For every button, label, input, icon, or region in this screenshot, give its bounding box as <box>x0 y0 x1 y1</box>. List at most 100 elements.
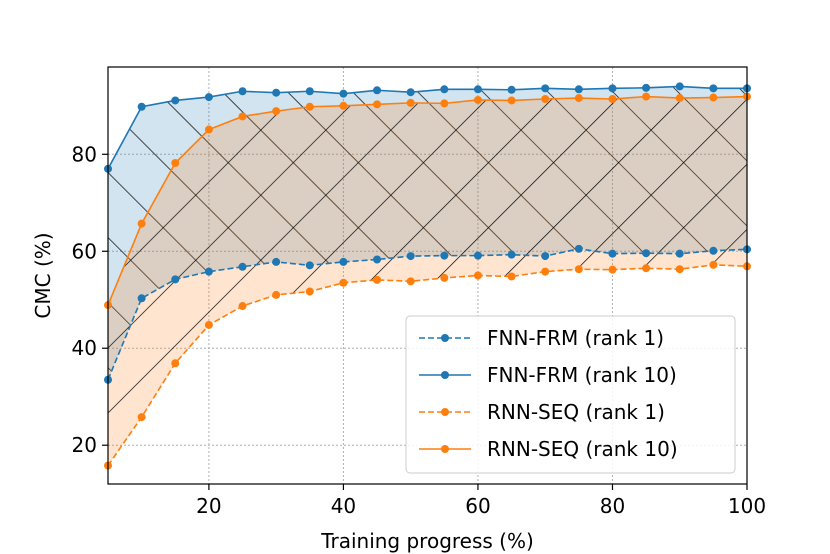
data-point <box>608 249 617 258</box>
legend-box <box>405 315 736 474</box>
series-line <box>108 264 747 467</box>
axis-ticks: 20 40 60 80 100 20 40 60 80 <box>72 142 767 518</box>
x-tick-label: 60 <box>465 494 490 518</box>
legend-label: RNN-SEQ (rank 1) <box>487 400 665 424</box>
data-point <box>406 277 415 286</box>
data-point <box>675 265 684 274</box>
data-point <box>473 95 482 104</box>
data-point <box>473 271 482 280</box>
data-point <box>440 273 449 282</box>
data-point <box>137 219 146 228</box>
data-point <box>406 88 415 97</box>
data-point <box>574 85 583 94</box>
y-tick-label: 80 <box>72 142 97 166</box>
data-point <box>238 302 247 311</box>
fill-regions <box>108 86 747 466</box>
data-point <box>507 85 516 94</box>
data-point <box>507 250 516 259</box>
data-point <box>642 249 651 258</box>
data-point <box>675 249 684 258</box>
series-markers <box>104 82 751 470</box>
data-point <box>574 94 583 103</box>
data-point <box>204 320 213 329</box>
data-point <box>137 294 146 303</box>
data-point <box>204 125 213 134</box>
data-point <box>305 102 314 111</box>
legend-marker <box>441 408 449 416</box>
x-tick-label: 80 <box>600 494 625 518</box>
data-point <box>440 99 449 108</box>
data-point <box>339 278 348 287</box>
data-point <box>272 257 281 266</box>
legend-label: FNN-FRM (rank 1) <box>487 326 664 350</box>
data-point <box>238 262 247 271</box>
data-point <box>574 265 583 274</box>
data-point <box>608 84 617 93</box>
band-hatch <box>108 96 747 466</box>
plot-frame <box>107 66 748 485</box>
data-point <box>507 96 516 105</box>
y-axis-label: CMC (%) <box>31 232 55 318</box>
x-tick-label: 100 <box>728 494 766 518</box>
data-point <box>608 95 617 104</box>
data-point <box>373 100 382 109</box>
data-point <box>473 85 482 94</box>
data-point <box>440 251 449 260</box>
data-point <box>171 159 180 168</box>
data-point <box>305 261 314 270</box>
x-tick-label: 40 <box>331 494 356 518</box>
data-point <box>642 264 651 273</box>
data-point <box>541 84 550 93</box>
data-point <box>272 290 281 299</box>
data-point <box>709 84 718 93</box>
data-point <box>473 251 482 260</box>
data-point <box>339 101 348 110</box>
data-point <box>171 275 180 284</box>
data-point <box>339 89 348 98</box>
legend-label: FNN-FRM (rank 10) <box>487 363 677 387</box>
data-point <box>204 93 213 102</box>
y-tick-label: 60 <box>72 239 97 263</box>
data-point <box>339 257 348 266</box>
series-line <box>108 85 747 170</box>
data-point <box>305 287 314 296</box>
legend-marker <box>441 334 449 342</box>
data-point <box>642 83 651 92</box>
series-lines <box>108 85 747 467</box>
data-point <box>272 107 281 116</box>
legend-marker <box>441 445 449 453</box>
x-tick-label: 20 <box>196 494 221 518</box>
data-point <box>675 94 684 103</box>
data-point <box>440 85 449 94</box>
data-point <box>642 92 651 101</box>
data-point <box>406 252 415 261</box>
data-point <box>709 260 718 269</box>
data-point <box>305 87 314 96</box>
y-tick-label: 20 <box>72 433 97 457</box>
data-point <box>675 82 684 91</box>
data-point <box>204 267 213 276</box>
data-point <box>238 112 247 121</box>
data-point <box>709 246 718 255</box>
data-point <box>171 359 180 368</box>
data-point <box>171 96 180 105</box>
data-point <box>541 252 550 261</box>
legend-marker <box>441 371 449 379</box>
series-line <box>108 248 747 381</box>
legend: FNN-FRM (rank 1) FNN-FRM (rank 10) RNN-SEQ… <box>405 315 736 474</box>
y-tick-label: 40 <box>72 336 97 360</box>
data-point <box>137 102 146 111</box>
data-point <box>709 93 718 102</box>
data-point <box>541 267 550 276</box>
data-point <box>373 275 382 284</box>
data-point <box>373 255 382 264</box>
data-point <box>608 265 617 274</box>
data-point <box>238 87 247 96</box>
data-point <box>574 244 583 253</box>
data-point <box>137 413 146 422</box>
data-point <box>272 88 281 97</box>
x-axis-label: Training progress (%) <box>320 529 534 553</box>
data-point <box>507 272 516 281</box>
data-point <box>541 95 550 104</box>
